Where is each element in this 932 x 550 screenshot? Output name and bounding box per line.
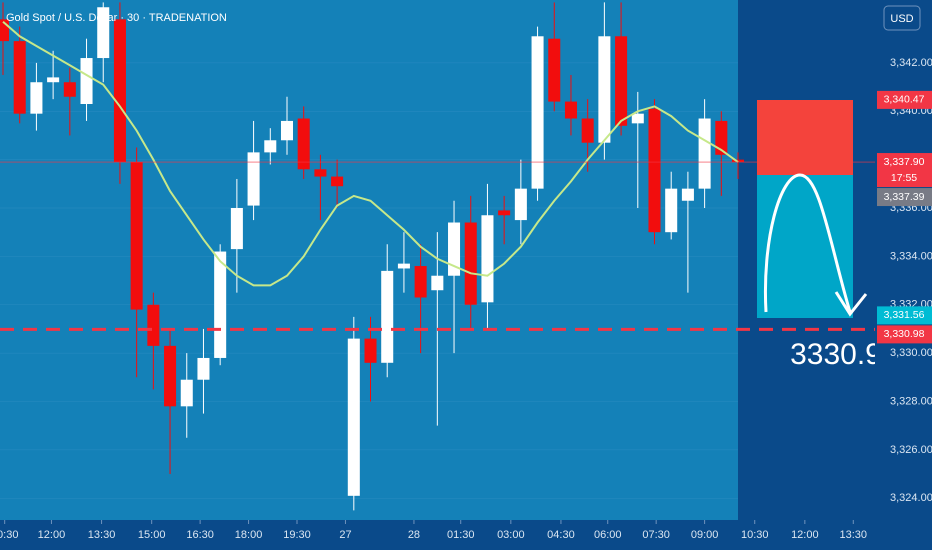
x-tick-label: 28 [408,529,420,541]
x-tick-label: 13:30 [840,529,868,541]
candle-body [431,275,444,291]
target-annotation: 3330.9 [790,338,882,371]
candle-body [247,152,260,206]
projection-curve [763,173,852,313]
price-label-box [877,188,932,207]
candle-body [331,176,344,187]
candle-body [97,7,110,59]
candle-body [130,162,143,310]
price-label: 3,340.47 [884,94,925,106]
price-label: 3,331.56 [884,309,925,321]
candle-body [715,120,728,155]
candle-body [498,210,511,216]
x-tick-label: 12:00 [791,529,819,541]
candle-body [665,188,678,233]
countdown: 17:55 [891,172,917,184]
candle-body [598,36,611,143]
candle-body [681,188,694,201]
candle-body [164,345,177,407]
price-label: 3,337.39 [884,191,925,203]
price-label-box [877,90,932,109]
y-tick-label: 3,324.00 [890,492,932,504]
candle-body [314,169,327,177]
x-tick-label: 27 [339,529,351,541]
candle-body [514,188,527,221]
candle-body [698,118,711,189]
candle-body [264,140,277,153]
candle-body [113,19,126,163]
candle-body [548,38,561,102]
x-tick-label: 10:30 [741,529,769,541]
y-tick-label: 3,342.00 [890,57,932,69]
price-label-box [877,325,932,344]
x-tick-label: 18:00 [235,529,263,541]
candle-body [0,19,10,42]
y-tick-label: 3,328.00 [890,395,932,407]
y-tick-label: 3,334.00 [890,250,932,262]
moving-average [2,21,739,287]
candle-body [464,222,477,305]
projection-arrow [834,291,868,317]
x-tick-label: 07:30 [642,529,670,541]
candle-body [47,77,60,83]
price-label: 3,337.90 [884,156,925,168]
price-label-box [877,153,932,188]
candle-body [481,215,494,303]
candle-body [564,101,577,119]
x-tick-label: 12:00 [38,529,66,541]
candle-body [63,82,76,97]
candle-body [448,222,461,276]
candle-body [180,379,193,407]
candle-body [297,118,310,170]
currency[interactable]: USD [890,13,913,25]
candle-body [581,118,594,143]
candle-body [13,41,26,114]
x-tick-label: 16:30 [186,529,214,541]
x-tick-label: 09:00 [691,529,719,541]
x-tick-label: 01:30 [447,529,475,541]
candle-body [214,251,227,358]
candle-body [147,304,160,346]
price-label-box [877,306,932,325]
x-axis-area [0,520,932,550]
x-tick-label: 15:00 [138,529,166,541]
candle-body [80,58,93,104]
candle-body [648,108,661,233]
candle-body [414,266,427,298]
candle-body [381,270,394,363]
candle-body [30,82,43,114]
x-tick-label: 19:30 [283,529,311,541]
candle-body [280,120,294,141]
candle-body [397,263,410,269]
candle-body [615,36,628,126]
y-tick-label: 3,326.00 [890,444,932,456]
x-tick-label: 10:30 [0,529,18,541]
y-tick-label: 3,330.00 [890,347,932,359]
candle-body [531,36,544,189]
candle-body [631,113,644,124]
candle-body [197,357,210,380]
x-tick-label: 06:00 [594,529,622,541]
plot-area [0,0,738,520]
x-tick-label: 13:30 [88,529,116,541]
y-axis-area [875,0,932,550]
price-label: 3,330.98 [884,328,925,340]
candle-body [347,338,360,496]
currency-button[interactable] [883,5,921,31]
x-tick-label: 04:30 [547,529,575,541]
stop-zone [757,100,853,175]
candle-body [364,338,377,363]
chart-title: Gold Spot / U.S. Dollar · 30 · TRADENATI… [6,12,227,24]
x-tick-label: 03:00 [497,529,525,541]
candle-body [230,208,243,250]
